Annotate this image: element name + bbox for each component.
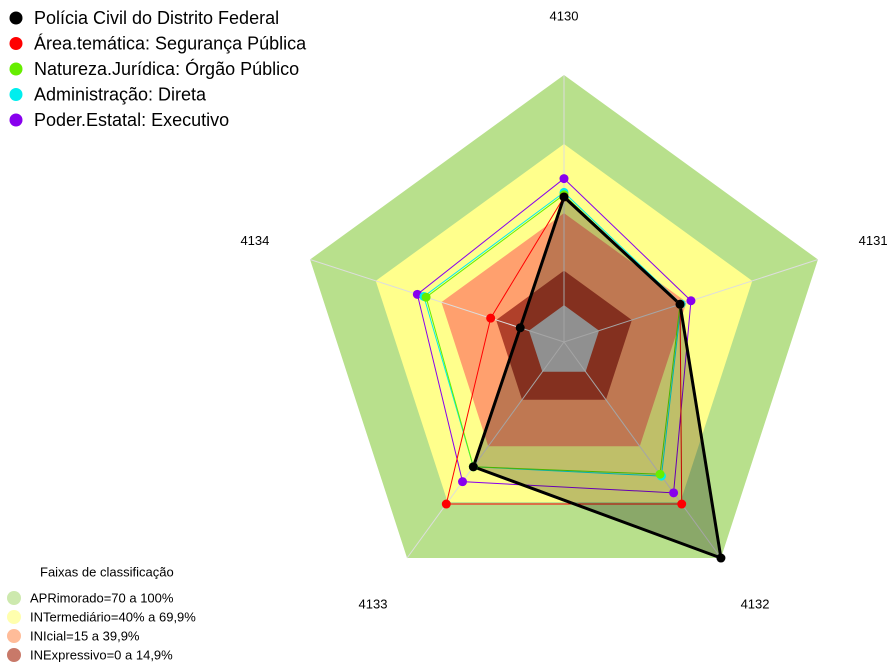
- data-point: [655, 469, 665, 479]
- bands-legend-title: Faixas de classificação: [40, 564, 174, 579]
- bands-legend-marker: [7, 648, 21, 662]
- axis-label: 4131: [859, 233, 888, 248]
- data-point: [675, 299, 685, 309]
- bands-legend-label: INIcial=15 a 39,9%: [30, 628, 140, 643]
- data-point: [468, 462, 478, 472]
- legend-marker: [9, 11, 23, 25]
- series-line: [471, 194, 723, 561]
- legend-label: Polícia Civil do Distrito Federal: [34, 8, 279, 28]
- axis-label: 4134: [240, 233, 269, 248]
- legend-label: Poder.Estatal: Executivo: [34, 110, 229, 130]
- data-point: [441, 499, 451, 509]
- bands-legend-label: APRimorado=70 a 100%: [30, 590, 174, 605]
- axis-label: 4133: [359, 596, 388, 611]
- data-point: [486, 313, 496, 323]
- axis-label: 4130: [550, 8, 579, 23]
- data-point: [716, 553, 726, 563]
- legend-marker: [9, 62, 23, 76]
- legend-label: Área.temática: Segurança Pública: [34, 33, 307, 53]
- data-point: [559, 174, 569, 184]
- series-line: [416, 177, 692, 494]
- data-point: [686, 296, 696, 306]
- axis-label: 4132: [741, 596, 770, 611]
- bands-legend-marker: [7, 591, 21, 605]
- legend-marker: [9, 37, 23, 50]
- spoke: [406, 341, 565, 559]
- data-point: [559, 192, 569, 202]
- spoke: [563, 341, 722, 559]
- legend-label: Administração: Direta: [34, 84, 207, 104]
- bands-legend-label: INExpressivo=0 a 14,9%: [30, 647, 173, 662]
- data-point: [677, 499, 687, 509]
- data-point: [421, 292, 431, 302]
- legend-marker: [9, 113, 23, 127]
- data-point: [458, 477, 468, 487]
- data-point: [669, 488, 679, 498]
- legend-marker: [9, 88, 23, 101]
- bands-legend-label: INTermediário=40% a 69,9%: [30, 609, 196, 624]
- data-point: [515, 323, 525, 333]
- legend-label: Natureza.Jurídica: Órgão Público: [34, 58, 299, 79]
- bands-legend-marker: [7, 629, 21, 643]
- bands-legend-marker: [7, 610, 21, 624]
